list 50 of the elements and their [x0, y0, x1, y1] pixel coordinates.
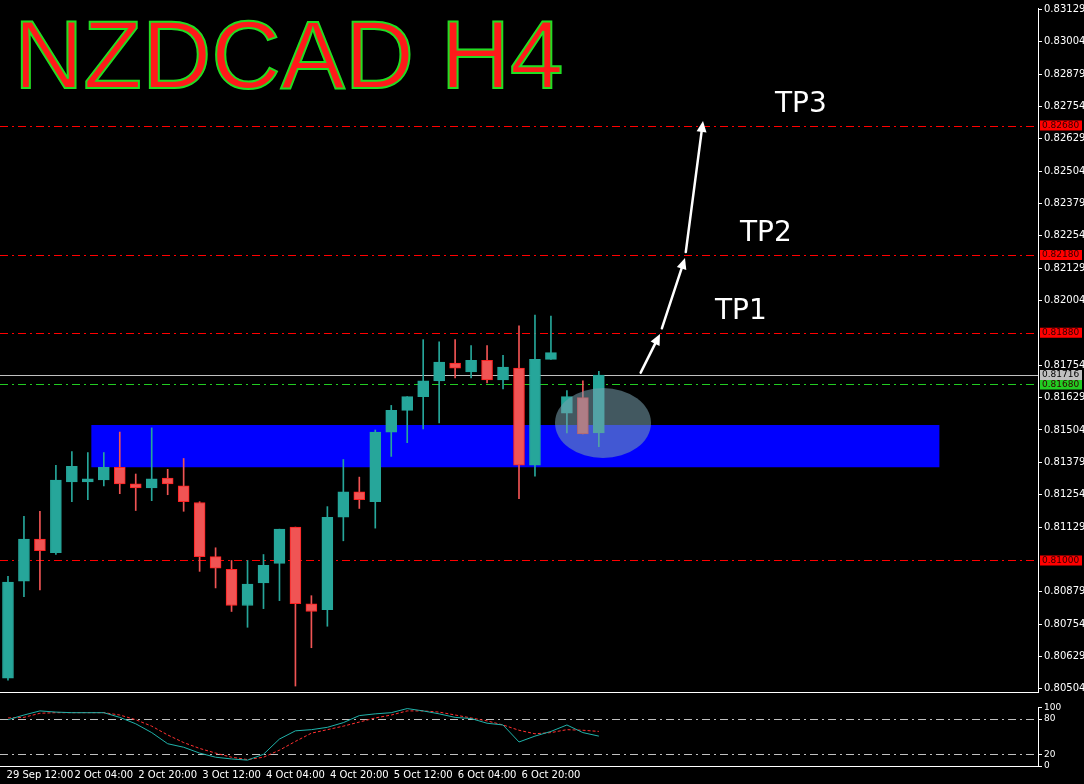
- y-tick-label: 0.81379: [1044, 455, 1084, 467]
- y-tick-label: 20: [1044, 748, 1056, 759]
- y-tick-label: 0.82004: [1044, 294, 1084, 306]
- y-tick-label: 0: [1044, 760, 1050, 771]
- ref-line-label: 0.81716: [1042, 369, 1080, 380]
- candlestick: [161, 469, 174, 496]
- candlestick: [145, 427, 158, 502]
- x-tick-label: 6 Oct 20:00: [521, 768, 581, 780]
- y-tick-label: 0.81754: [1044, 358, 1084, 370]
- chart-title: NZDCAD H4: [14, 0, 564, 110]
- annotation: TP3: [774, 86, 827, 120]
- y-tick-label: 0.82254: [1044, 229, 1084, 241]
- candlestick: [353, 476, 366, 509]
- x-tick-label: 6 Oct 04:00: [457, 768, 517, 780]
- y-tick-label: 0.82879: [1044, 67, 1084, 79]
- y-tick-label: 0.80879: [1044, 585, 1084, 597]
- y-tick-label: 0.83004: [1044, 35, 1084, 47]
- x-tick-label: 2 Oct 20:00: [138, 768, 198, 780]
- candlestick: [433, 341, 445, 424]
- y-tick-label: 80: [1044, 713, 1056, 724]
- y-tick-label: 0.82504: [1044, 164, 1084, 176]
- y-tick-label: 0.80754: [1044, 617, 1084, 629]
- candlestick: [545, 315, 557, 360]
- x-tick-label: 4 Oct 04:00: [266, 768, 325, 780]
- x-tick-label: 29 Sep 12:00: [6, 768, 74, 780]
- x-tick-label: 4 Oct 20:00: [329, 768, 389, 780]
- x-tick-label: 3 Oct 12:00: [202, 768, 261, 780]
- x-tick-label: 2 Oct 04:00: [74, 768, 134, 780]
- annotation: TP2: [739, 215, 792, 249]
- y-tick-label: 0.83129: [1044, 2, 1084, 14]
- y-tick-label: 0.81504: [1044, 423, 1084, 435]
- y-tick-label: 0.80629: [1044, 650, 1084, 662]
- x-tick-label: 5 Oct 12:00: [393, 768, 453, 780]
- ref-line-label: 0.81680: [1042, 378, 1080, 389]
- y-tick-label: 0.82379: [1044, 197, 1084, 209]
- y-tick-label: 0.81129: [1044, 520, 1084, 532]
- y-tick-label: 0.81629: [1044, 391, 1084, 403]
- y-tick-label: 0.81254: [1044, 488, 1084, 500]
- ref-line-label: 0.82180: [1042, 249, 1080, 260]
- y-tick-label: 0.82129: [1044, 261, 1084, 273]
- y-tick-label: 0.80504: [1044, 682, 1084, 694]
- ref-line-label: 0.82680: [1042, 119, 1080, 130]
- candlestick: [34, 510, 46, 591]
- candlestick: [417, 339, 430, 430]
- y-tick-label: 100: [1044, 701, 1062, 712]
- ref-line-label: 0.81880: [1042, 327, 1080, 337]
- ref-line-label: 0.81000: [1042, 554, 1080, 565]
- y-tick-label: 0.82754: [1044, 99, 1084, 111]
- y-tick-label: 0.82629: [1044, 132, 1084, 144]
- annotation: TP1: [714, 293, 767, 327]
